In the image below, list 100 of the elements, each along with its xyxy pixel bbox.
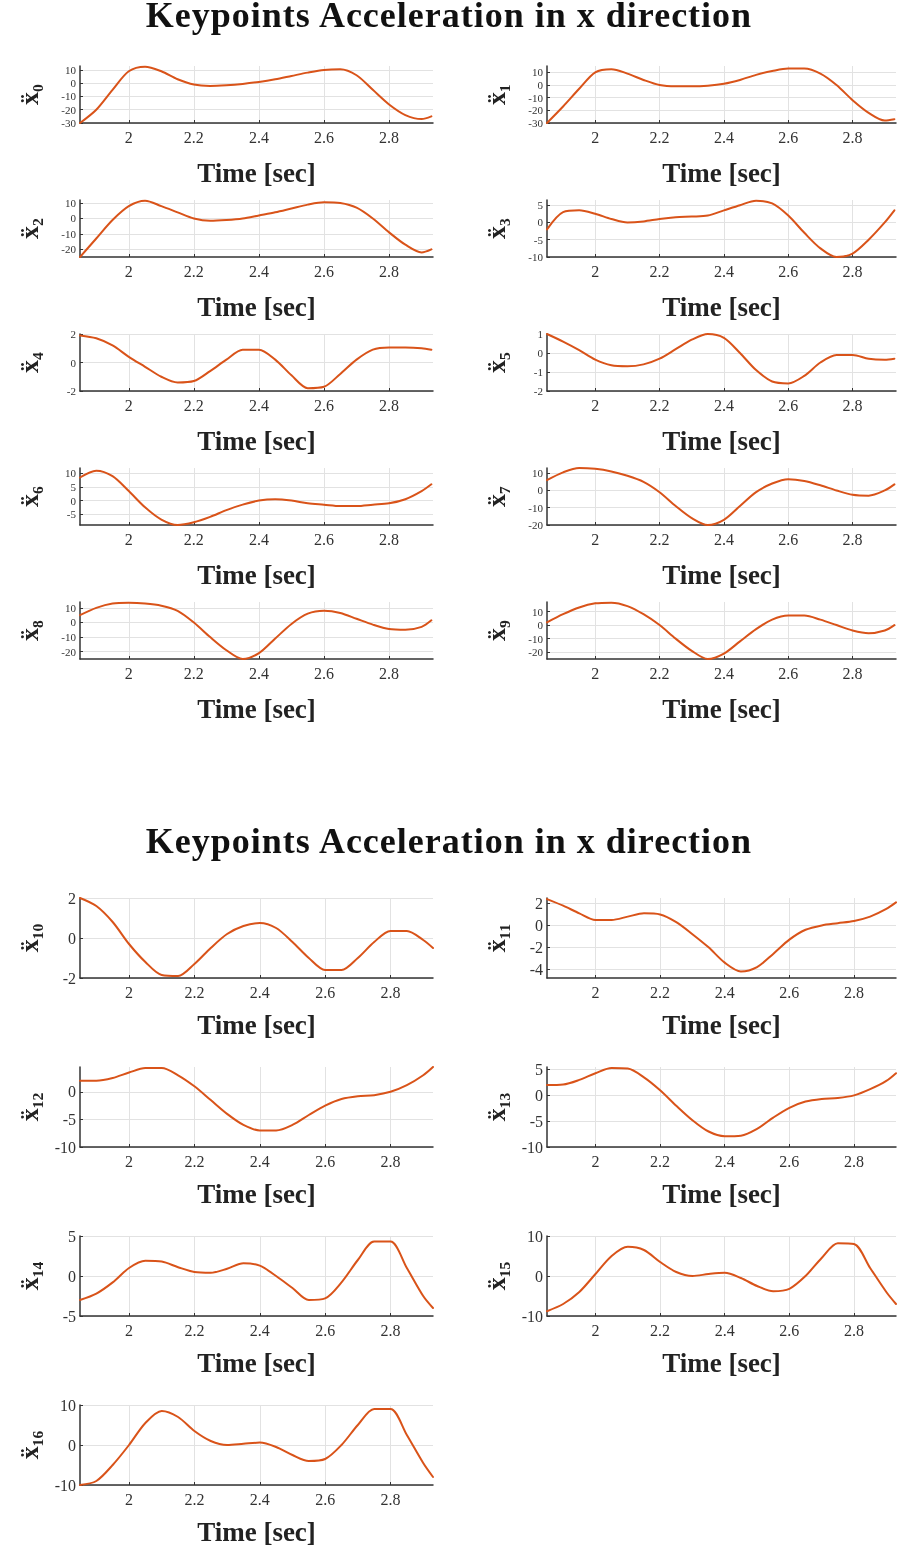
- x-axis-title: Time [sec]: [197, 559, 316, 590]
- y-tick-label: 0: [68, 1436, 76, 1454]
- x-axis-title: Time [sec]: [197, 693, 316, 724]
- y-axis-title: ẍ₁: [481, 84, 511, 105]
- y-axis-title: ẍ₈: [14, 619, 44, 641]
- y-tick-label: 10: [65, 601, 77, 614]
- x-tick-label: 2: [591, 262, 600, 280]
- x-tick-label: 2: [591, 1321, 600, 1339]
- y-tick-label: 0: [535, 1086, 543, 1104]
- x-tick-label: 2.8: [842, 530, 863, 548]
- x-tick-label: 2.6: [314, 262, 335, 280]
- y-tick-label: 0: [535, 1267, 543, 1285]
- x-axis-title: Time [sec]: [197, 1347, 316, 1378]
- y-tick-label: 0: [70, 616, 77, 629]
- x-tick-label: 2.8: [379, 262, 400, 280]
- x-tick-label: 2: [124, 396, 133, 414]
- y-tick-label: -10: [521, 1138, 543, 1156]
- x-tick-label: 2.6: [778, 396, 799, 414]
- y-tick-label: -10: [61, 90, 77, 103]
- x-tick-label: 2.2: [183, 664, 204, 682]
- y-tick-label: 10: [532, 605, 544, 618]
- y-tick-label: -20: [61, 243, 77, 256]
- y-tick-label: -4: [529, 960, 543, 978]
- x-tick-label: 2.2: [183, 262, 204, 280]
- x-tick-label: 2: [591, 664, 600, 682]
- x-tick-label: 2.4: [248, 530, 269, 548]
- y-tick-label: -5: [62, 1307, 76, 1325]
- y-tick-label: -10: [61, 631, 77, 644]
- y-axis-title: ẍ₃: [481, 217, 511, 239]
- line-series: [79, 469, 433, 526]
- y-tick-label: 2: [68, 889, 76, 907]
- y-tick-label: 0: [70, 212, 77, 225]
- line-series: [546, 898, 897, 973]
- y-tick-label: 0: [70, 494, 77, 507]
- y-tick-label: -2: [529, 938, 543, 956]
- x-tick-label: 2.4: [713, 128, 734, 146]
- y-tick-label: 0: [537, 619, 544, 632]
- x-tick-label: 2.4: [248, 128, 269, 146]
- x-axis-title: Time [sec]: [197, 157, 316, 188]
- x-tick-label: 2.2: [183, 530, 204, 548]
- x-tick-label: 2.4: [248, 396, 269, 414]
- chart-title: Keypoints Acceleration in x direction: [144, 0, 754, 36]
- y-tick-label: 0: [70, 77, 77, 90]
- x-tick-label: 2.8: [843, 1321, 864, 1339]
- x-tick-label: 2.6: [314, 396, 335, 414]
- y-tick-label: 10: [65, 63, 77, 76]
- y-tick-label: 0: [68, 1267, 76, 1285]
- y-axis-title: ẍ₀: [14, 83, 44, 105]
- x-tick-label: 2.8: [380, 983, 401, 1001]
- y-tick-label: -10: [54, 1138, 76, 1156]
- x-tick-label: 2.8: [842, 128, 863, 146]
- y-tick-label: 2: [70, 328, 76, 340]
- y-tick-label: 5: [535, 1061, 543, 1079]
- x-tick-label: 2.4: [713, 262, 734, 280]
- x-tick-label: 2.4: [248, 664, 269, 682]
- x-tick-label: 2: [125, 983, 134, 1001]
- x-tick-label: 2.2: [649, 128, 670, 146]
- x-axis-title: Time [sec]: [662, 425, 781, 456]
- y-axis-title: ẍ₆: [14, 485, 44, 507]
- x-tick-label: 2: [591, 1152, 600, 1170]
- x-tick-label: 2.4: [713, 530, 734, 548]
- x-tick-label: 2.4: [249, 1321, 270, 1339]
- line-series: [546, 1067, 897, 1138]
- x-axis-title: Time [sec]: [662, 693, 781, 724]
- x-tick-label: 2.2: [183, 396, 204, 414]
- line-series: [79, 897, 434, 977]
- y-axis-title: ẍ₁₄: [14, 1261, 44, 1291]
- y-tick-label: -10: [528, 91, 544, 104]
- line-series: [546, 67, 896, 124]
- x-tick-label: 2: [124, 262, 133, 280]
- y-tick-label: 5: [537, 199, 544, 212]
- x-tick-label: 2.6: [315, 1152, 336, 1170]
- x-tick-label: 2.8: [842, 262, 863, 280]
- x-tick-label: 2.2: [184, 1490, 205, 1508]
- x-axis-title: Time [sec]: [662, 1009, 781, 1040]
- y-tick-label: 0: [68, 1083, 76, 1101]
- y-tick-label: -5: [62, 1110, 76, 1128]
- x-tick-label: 2: [125, 1321, 134, 1339]
- x-tick-label: 2: [591, 128, 600, 146]
- y-tick-label: 10: [60, 1396, 76, 1414]
- x-tick-label: 2.2: [649, 530, 670, 548]
- x-tick-label: 2.2: [184, 1152, 205, 1170]
- y-tick-label: 5: [68, 1227, 76, 1245]
- x-tick-label: 2.4: [248, 262, 269, 280]
- x-axis-title: Time [sec]: [662, 559, 781, 590]
- y-tick-label: 0: [537, 347, 544, 359]
- x-tick-label: 2: [591, 983, 600, 1001]
- x-tick-label: 2.6: [315, 1490, 336, 1508]
- y-axis-title: ẍ₁₁: [481, 923, 511, 953]
- line-series: [546, 333, 896, 385]
- y-tick-label: -10: [521, 1307, 543, 1325]
- y-tick-label: -2: [533, 385, 543, 397]
- y-axis-title: ẍ₁₀: [14, 923, 44, 953]
- x-tick-label: 2: [124, 664, 133, 682]
- y-tick-label: -10: [528, 501, 544, 514]
- x-axis-title: Time [sec]: [197, 425, 316, 456]
- x-tick-label: 2: [124, 128, 133, 146]
- y-axis-title: ẍ₅: [481, 351, 511, 373]
- y-tick-label: 10: [532, 66, 544, 79]
- y-axis-title: ẍ₁₃: [481, 1092, 511, 1122]
